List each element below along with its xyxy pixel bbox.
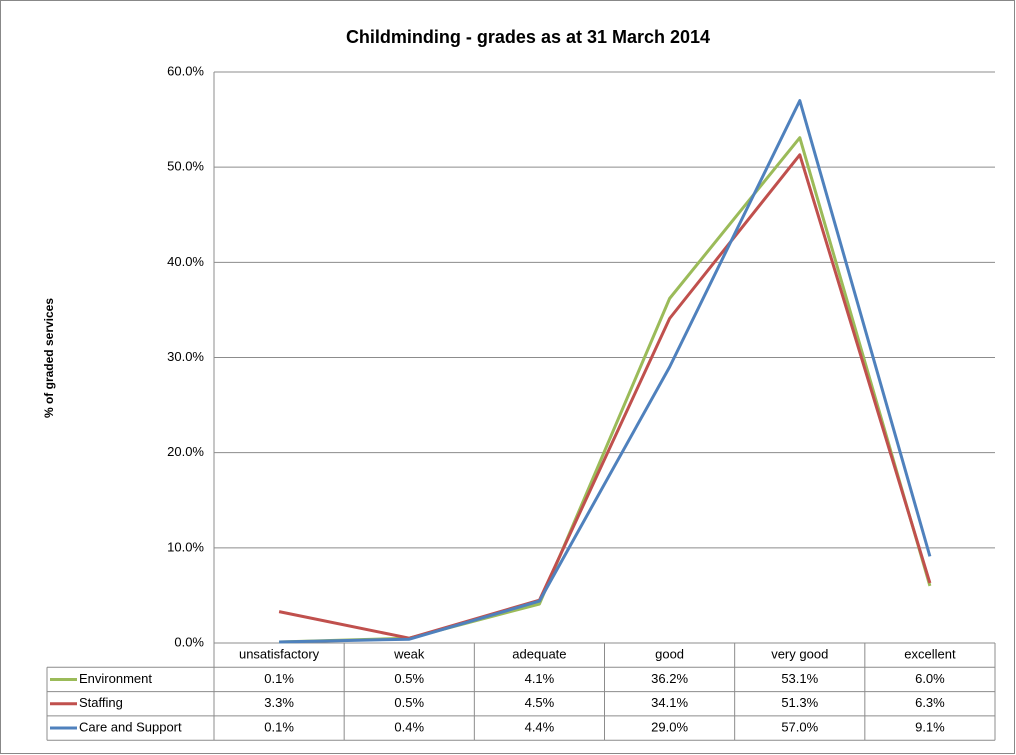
legend-label: Staffing <box>79 695 123 710</box>
series-line <box>279 99 932 644</box>
x-tick-label: good <box>655 647 684 662</box>
y-tick-label: 40.0% <box>167 254 204 269</box>
table-cell: 36.2% <box>651 671 688 686</box>
x-tick-label: very good <box>771 647 828 662</box>
y-tick-label: 60.0% <box>167 63 204 78</box>
x-tick-label: excellent <box>904 647 956 662</box>
table-cell: 0.1% <box>264 719 294 734</box>
y-tick-label: 0.0% <box>174 634 204 649</box>
table-cell: 57.0% <box>781 719 818 734</box>
y-tick-label: 10.0% <box>167 539 204 554</box>
legend-label: Environment <box>79 671 152 686</box>
x-tick-label: adequate <box>512 647 566 662</box>
table-cell: 0.4% <box>394 719 424 734</box>
table-cell: 29.0% <box>651 719 688 734</box>
legend-label: Care and Support <box>79 719 182 734</box>
table-cell: 34.1% <box>651 695 688 710</box>
y-tick-label: 30.0% <box>167 349 204 364</box>
table-cell: 6.3% <box>915 695 945 710</box>
table-cell: 4.5% <box>525 695 555 710</box>
table-cell: 4.4% <box>525 719 555 734</box>
series-line <box>278 153 932 640</box>
table-cell: 3.3% <box>264 695 294 710</box>
y-tick-label: 20.0% <box>167 444 204 459</box>
table-cell: 0.5% <box>394 671 424 686</box>
y-tick-label: 50.0% <box>167 159 204 174</box>
chart-title: Childminding - grades as at 31 March 201… <box>346 27 710 47</box>
y-axis-label: % of graded services <box>42 298 56 418</box>
table-cell: 53.1% <box>781 671 818 686</box>
table-cell: 51.3% <box>781 695 818 710</box>
table-cell: 0.5% <box>394 695 424 710</box>
table-cell: 9.1% <box>915 719 945 734</box>
x-tick-label: weak <box>393 647 425 662</box>
x-tick-label: unsatisfactory <box>239 647 320 662</box>
table-cell: 0.1% <box>264 671 294 686</box>
table-cell: 4.1% <box>525 671 555 686</box>
table-cell: 6.0% <box>915 671 945 686</box>
